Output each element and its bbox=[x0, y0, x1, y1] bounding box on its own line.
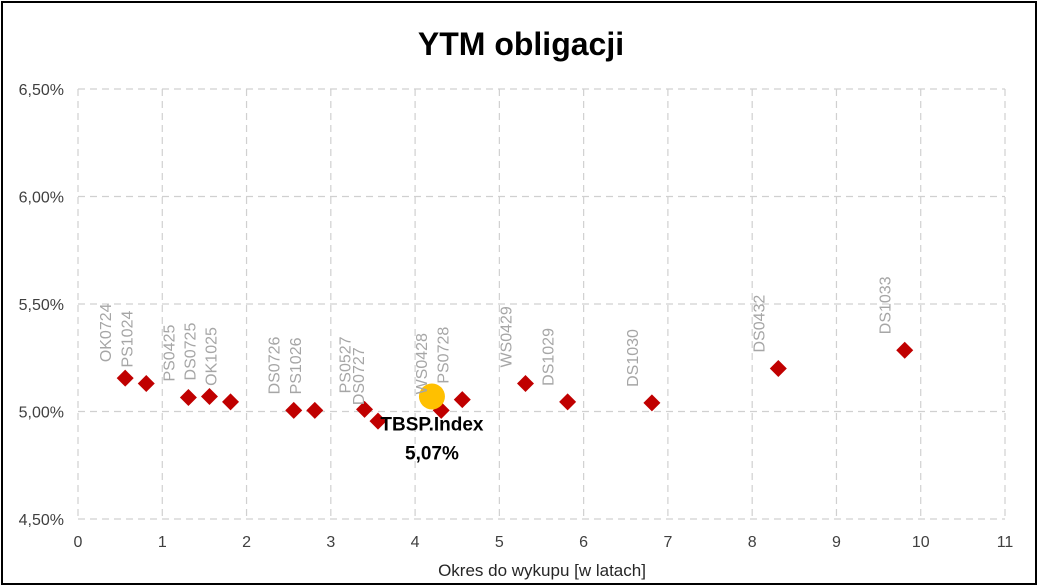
point-labels: OK0724 PS1024 PS0425 DS0725 OK1025 DS0726 PS10… bbox=[98, 276, 895, 464]
y-tick-label: 6,50% bbox=[19, 82, 64, 99]
index-point bbox=[418, 383, 445, 410]
bond-point bbox=[179, 389, 197, 407]
bond-point bbox=[116, 369, 134, 387]
x-axis-ticks: 0 1 2 3 4 5 6 7 8 9 10 11 bbox=[74, 534, 1014, 551]
bond-point bbox=[369, 412, 387, 430]
bond-label: PS0728 bbox=[435, 327, 452, 384]
index-name-label: TBSP.Index bbox=[380, 414, 484, 435]
x-tick-label: 3 bbox=[326, 534, 335, 551]
bond-point bbox=[356, 400, 374, 418]
bond-label: DS1030 bbox=[625, 329, 642, 387]
y-tick-label: 5,50% bbox=[19, 297, 64, 314]
bond-point bbox=[222, 393, 240, 411]
bond-label: OK1025 bbox=[204, 327, 221, 386]
bond-point bbox=[285, 401, 303, 419]
x-tick-label: 1 bbox=[158, 534, 167, 551]
x-tick-label: 9 bbox=[832, 534, 841, 551]
x-tick-label: 2 bbox=[242, 534, 251, 551]
y-tick-label: 4,50% bbox=[19, 512, 64, 529]
y-tick-label: 5,00% bbox=[19, 405, 64, 422]
x-tick-label: 10 bbox=[912, 534, 930, 551]
bond-label: PS0527 bbox=[338, 336, 355, 393]
bond-label: WS0429 bbox=[498, 306, 515, 367]
y-axis-ticks: 4,50% 5,00% 5,50% 6,00% 6,50% bbox=[19, 82, 64, 529]
bond-label: WS0428 bbox=[414, 333, 431, 394]
chart-title: YTM obligacji bbox=[418, 26, 624, 62]
y-tick-label: 6,00% bbox=[19, 190, 64, 207]
bond-point bbox=[643, 394, 661, 412]
bond-point bbox=[306, 401, 324, 419]
bond-label: PS1024 bbox=[119, 311, 136, 368]
index-value-label: 5,07% bbox=[405, 443, 459, 464]
bond-point bbox=[559, 393, 577, 411]
x-tick-label: 5 bbox=[495, 534, 504, 551]
x-tick-label: 7 bbox=[663, 534, 672, 551]
x-tick-label: 11 bbox=[997, 534, 1014, 551]
bond-label: PS0425 bbox=[161, 324, 178, 381]
bond-point bbox=[453, 391, 471, 409]
bond-label: DS0725 bbox=[182, 323, 199, 381]
bond-point bbox=[137, 375, 155, 393]
bond-label: DS1029 bbox=[541, 328, 558, 386]
bond-label: DS0726 bbox=[267, 337, 284, 395]
scatter-chart: YTM obligacji 4,50%5,00%5,50%6,00%6,50% … bbox=[19, 26, 1014, 580]
bond-label: DS1033 bbox=[878, 276, 895, 334]
x-axis-title: Okres do wykupu [w latach] bbox=[438, 561, 646, 580]
x-tick-label: 4 bbox=[411, 534, 420, 551]
bond-point bbox=[200, 387, 218, 405]
data-points bbox=[116, 341, 914, 430]
bond-label: DS0432 bbox=[751, 295, 768, 353]
bond-point bbox=[896, 341, 914, 359]
x-tick-label: 0 bbox=[74, 534, 83, 551]
bond-label: OK0724 bbox=[98, 303, 115, 362]
bond-label: DS0727 bbox=[351, 347, 368, 405]
bond-point bbox=[769, 360, 787, 377]
x-tick-label: 6 bbox=[579, 534, 588, 551]
bond-label: PS1026 bbox=[288, 337, 305, 394]
bond-point bbox=[516, 375, 534, 393]
gridlines bbox=[77, 88, 1006, 520]
x-tick-label: 8 bbox=[748, 534, 757, 551]
